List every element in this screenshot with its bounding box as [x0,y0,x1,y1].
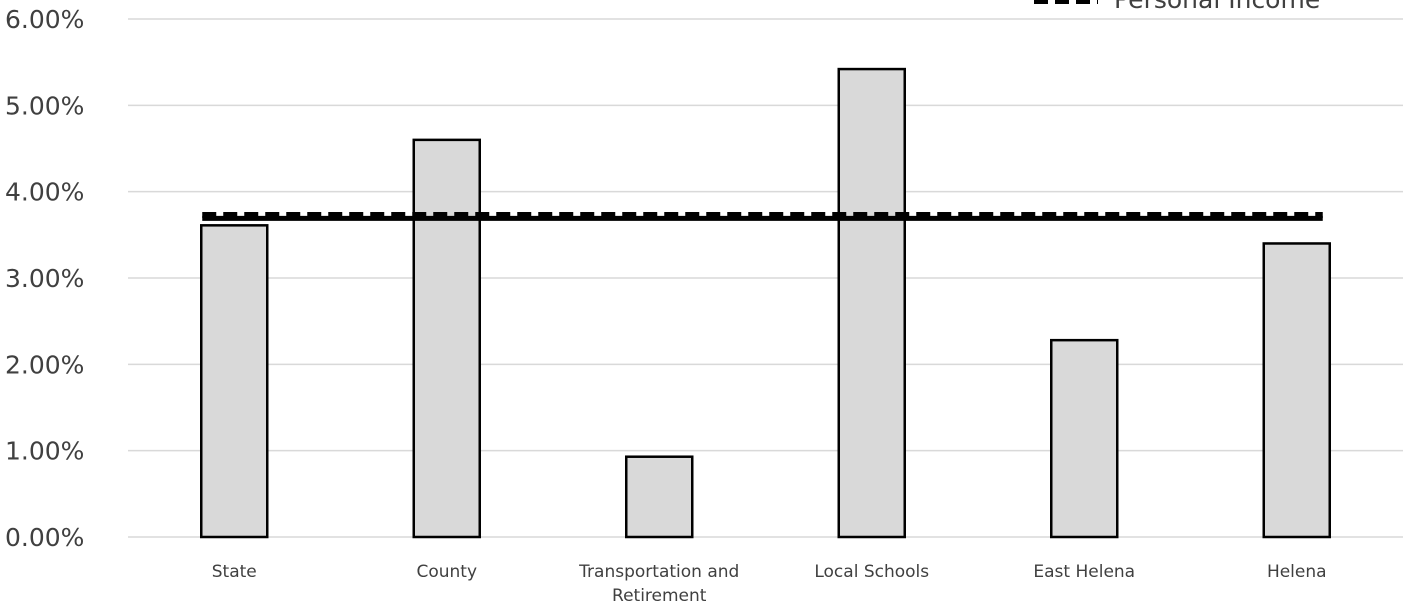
x-tick-label: Helena [1267,562,1327,582]
bar [837,67,906,539]
x-tick-label-line: Transportation and [578,562,739,582]
bar [1262,242,1331,539]
bars [200,67,1331,539]
legend-label: Personal Income [1114,0,1320,14]
x-tick-label: State [212,562,257,582]
x-axis: State County Transportation and Retirement L… [212,562,1327,606]
x-tick-label: Local Schools [814,562,929,582]
bar [200,224,269,539]
y-tick-label: 1.00% [5,437,84,466]
x-tick-label-line: County [416,562,477,582]
x-tick-label: County [416,562,477,582]
x-tick-label-line: East Helena [1033,562,1135,582]
y-tick-label: 3.00% [5,264,84,293]
gridlines [128,18,1403,538]
bar [412,138,481,539]
legend: Personal Income [1034,0,1320,14]
y-tick-label: 6.00% [5,5,84,34]
x-tick-label-line: Retirement [612,586,707,606]
x-tick-label-line: State [212,562,257,582]
bar [625,455,694,539]
x-tick-label-line: Local Schools [814,562,929,582]
x-tick-label-line: Helena [1267,562,1327,582]
x-tick-label: East Helena [1033,562,1135,582]
reference-lines [202,211,1323,221]
y-axis: 0.00% 1.00% 2.00% 3.00% 4.00% 5.00% 6.00% [5,5,84,552]
y-tick-label: 0.00% [5,523,84,552]
y-tick-label: 4.00% [5,178,84,207]
x-tick-label: Transportation and Retirement [578,562,739,606]
y-tick-label: 5.00% [5,91,84,120]
bar [1050,338,1119,539]
y-tick-label: 2.00% [5,350,84,379]
